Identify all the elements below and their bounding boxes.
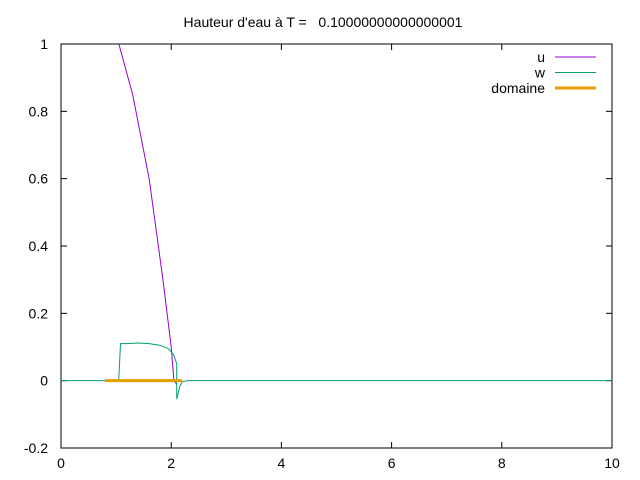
- axis-ticks: 0 2 4 6 8 10 -0.2 0 0.2 0.4 0.6 0.8 1: [24, 36, 620, 471]
- x-tick-label: 6: [388, 455, 396, 471]
- series-layer: [61, 43, 612, 400]
- y-tick-label: 0.8: [29, 103, 49, 119]
- y-tick-label: 1: [40, 36, 48, 52]
- y-tick-label: 0.6: [29, 171, 49, 187]
- y-tick-label: 0.2: [29, 305, 49, 321]
- y-tick-label: 0.4: [29, 238, 49, 254]
- x-tick-label: 2: [167, 455, 175, 471]
- series-line-w: [61, 342, 612, 400]
- plot-frame: [60, 43, 613, 449]
- legend-label-domaine: domaine: [491, 80, 545, 96]
- x-tick-label: 0: [57, 455, 65, 471]
- x-tick-label: 4: [278, 455, 286, 471]
- series-line-u: [118, 43, 178, 385]
- x-tick-label: 8: [498, 455, 506, 471]
- legend-label-u: u: [537, 49, 545, 65]
- x-tick-label: 10: [604, 455, 620, 471]
- y-tick-label: 0: [40, 373, 48, 389]
- chart-title: Hauteur d'eau à T = 0.10000000000000001: [184, 14, 463, 30]
- legend-label-w: w: [534, 65, 546, 81]
- y-tick-label: -0.2: [24, 440, 48, 456]
